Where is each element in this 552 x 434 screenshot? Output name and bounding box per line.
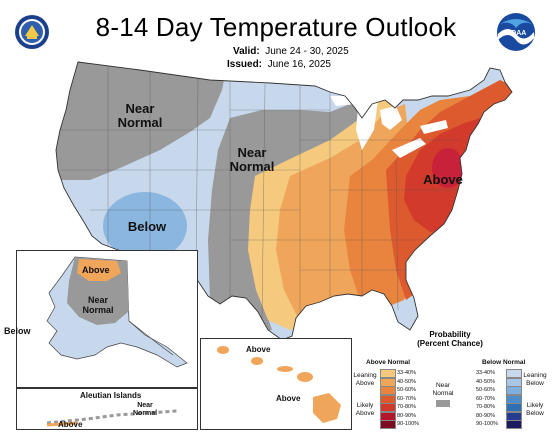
alaska-above-region <box>77 259 121 281</box>
legend-above-bin-6: 90-100% <box>380 420 426 429</box>
lake-ontario <box>420 120 448 134</box>
legend-title: Probability <box>429 330 471 339</box>
alaska-label-above: Above <box>82 265 110 275</box>
big-island <box>313 393 341 423</box>
legend-below-bin-6: 90-100% <box>476 420 522 429</box>
hawaii-label-above-top: Above <box>246 345 271 354</box>
legend-below-label-1: 40-50% <box>476 378 495 385</box>
legend-below-swatch-6 <box>506 420 522 429</box>
near-normal-northwest-region <box>56 62 230 180</box>
label-near-normal-west: Near Normal <box>117 101 163 130</box>
kauai-island <box>217 346 229 354</box>
legend-above-bin-5: 80-90% <box>380 411 426 421</box>
legend-likely-above: Likely Above <box>355 402 375 417</box>
legend-below-label-3: 60-70% <box>476 395 495 402</box>
commerce-seal-icon <box>14 14 50 50</box>
legend-below-bin-3: 60-70% <box>476 394 522 404</box>
legend-leaning-above: Leaning Above <box>353 372 377 387</box>
aleutian-label-near-normal: Near Normal <box>132 402 158 417</box>
legend-below-bin-5: 80-90% <box>476 411 522 421</box>
legend-above-label-0: 33-40% <box>397 370 416 376</box>
aleutian-title: Aleutian Islands <box>80 391 142 400</box>
legend: Probability (Percent Chance) Above Norma… <box>352 330 548 430</box>
legend-below-label-4: 70-80% <box>476 404 495 410</box>
label-near-normal-central: Near Normal <box>229 145 275 174</box>
alaska-label-near-normal: Near Normal <box>82 295 114 315</box>
alaska-map <box>46 256 188 368</box>
aleutian-label-above: Above <box>58 420 83 429</box>
legend-above-label-6: 90-100% <box>397 421 420 427</box>
valid-date: Valid: June 24 - 30, 2025 <box>233 46 349 57</box>
legend-below-label-2: 50-60% <box>476 387 495 393</box>
legend-above-label-5: 80-90% <box>397 412 416 419</box>
legend-below-bin-1: 40-50% <box>476 377 522 387</box>
legend-above-bin-4: 70-80% <box>380 403 426 412</box>
above-80-region <box>432 148 464 188</box>
legend-below-bin-0: 33-40% <box>476 369 522 378</box>
legend-above-label-1: 40-50% <box>397 378 416 385</box>
hawaii-map <box>217 346 341 423</box>
legend-below-label-6: 90-100% <box>476 421 499 427</box>
alaska-inset <box>16 250 198 388</box>
legend-above-header: Above Normal <box>366 359 411 366</box>
legend-near-swatch <box>436 400 450 407</box>
legend-below-bin-4: 70-80% <box>476 403 522 412</box>
lake-erie <box>392 138 426 158</box>
legend-above-bin-2: 50-60% <box>380 386 426 395</box>
legend-above-label-2: 50-60% <box>397 387 416 393</box>
oahu-island <box>251 357 263 365</box>
aleutian-inset <box>16 388 198 430</box>
label-below-southwest: Below <box>127 219 167 234</box>
legend-below-label-0: 33-40% <box>476 370 495 376</box>
legend-near-normal: Near Normal <box>432 382 454 397</box>
hawaii-label-above-bottom: Above <box>276 394 301 403</box>
label-above-east: Above <box>423 172 463 187</box>
alaska-label-below: Below <box>4 326 31 336</box>
legend-below-header: Below Normal <box>482 359 526 366</box>
issued-date: Issued: June 16, 2025 <box>227 59 331 70</box>
aleutian-map <box>46 409 178 427</box>
legend-above-bin-3: 60-70% <box>380 394 426 404</box>
legend-subtitle: (Percent Chance) <box>417 339 483 348</box>
legend-above-label-4: 70-80% <box>397 404 416 410</box>
page-title: 8-14 Day Temperature Outlook <box>95 12 457 42</box>
legend-above-bin-1: 40-50% <box>380 377 426 387</box>
noaa-logo-text: NOAA <box>506 30 527 37</box>
hawaii-inset <box>200 338 352 430</box>
legend-likely-below: Likely Below <box>526 402 544 417</box>
legend-above-swatch-6 <box>380 420 396 429</box>
legend-above-label-3: 60-70% <box>397 395 416 402</box>
state-boundaries <box>60 66 460 321</box>
maui-island <box>297 372 313 382</box>
legend-below-bin-2: 50-60% <box>476 386 522 395</box>
legend-leaning-below: Leaning Below <box>523 372 547 387</box>
molokai-island <box>277 366 293 372</box>
legend-above-bin-0: 33-40% <box>380 369 426 378</box>
lake-huron <box>380 106 402 130</box>
legend-below-label-5: 80-90% <box>476 412 495 419</box>
below-50-region <box>103 192 187 260</box>
noaa-logo-icon: NOAA <box>496 12 536 52</box>
